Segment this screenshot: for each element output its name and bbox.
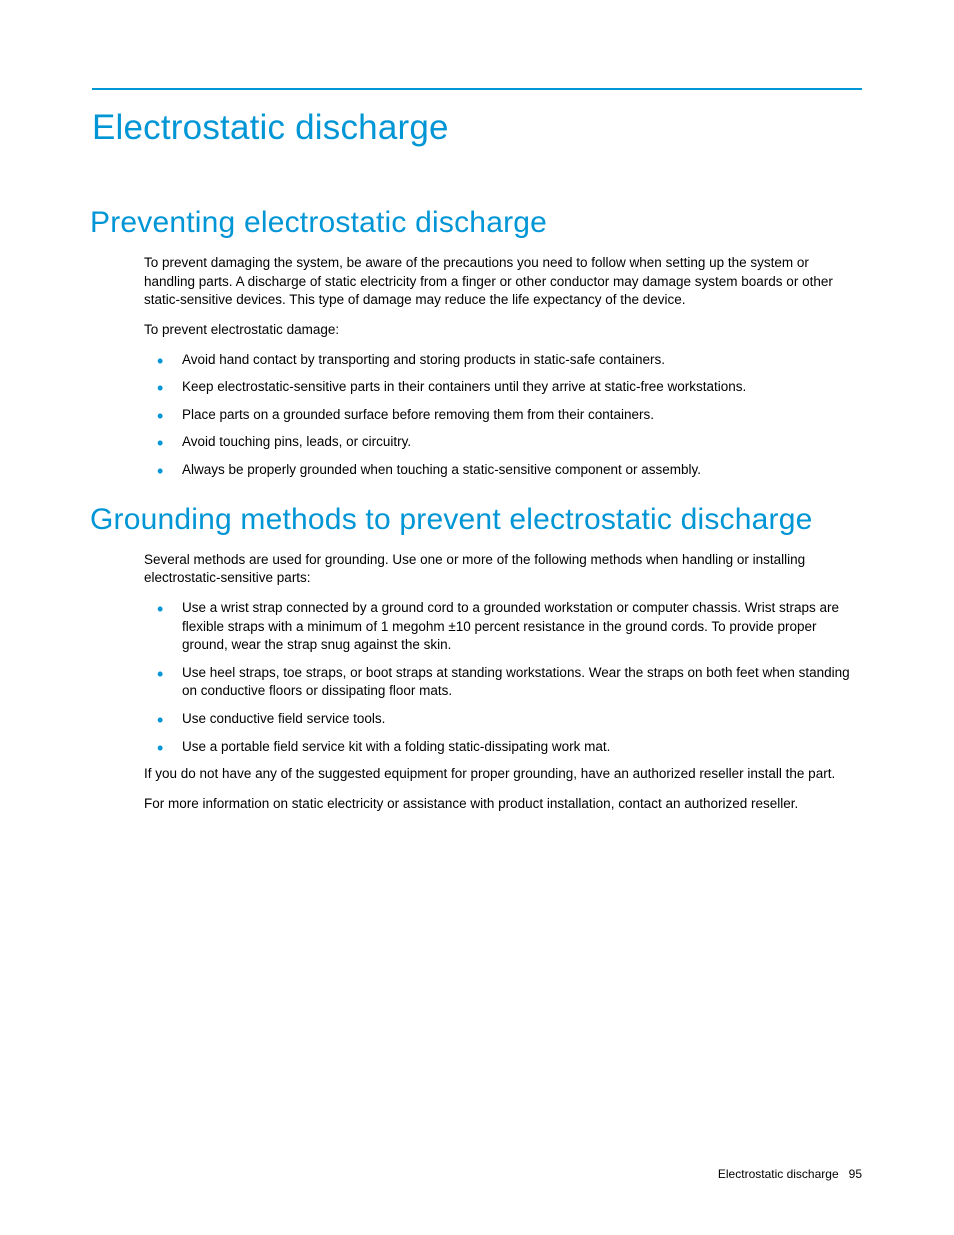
bullet-list: Avoid hand contact by transporting and s… bbox=[144, 351, 862, 480]
section-body: Several methods are used for grounding. … bbox=[144, 551, 862, 814]
paragraph: If you do not have any of the suggested … bbox=[144, 765, 862, 784]
section-heading: Preventing electrostatic discharge bbox=[90, 206, 862, 240]
list-item: Use a portable field service kit with a … bbox=[144, 738, 862, 757]
paragraph: To prevent damaging the system, be aware… bbox=[144, 254, 862, 310]
list-item: Use a wrist strap connected by a ground … bbox=[144, 599, 862, 655]
footer-section-label: Electrostatic discharge bbox=[718, 1167, 839, 1181]
list-item: Place parts on a grounded surface before… bbox=[144, 406, 862, 425]
section-body: To prevent damaging the system, be aware… bbox=[144, 254, 862, 480]
footer-page-number: 95 bbox=[849, 1167, 862, 1181]
list-item: Use conductive field service tools. bbox=[144, 710, 862, 729]
page-footer: Electrostatic discharge 95 bbox=[718, 1167, 862, 1181]
paragraph: Several methods are used for grounding. … bbox=[144, 551, 862, 588]
top-horizontal-rule bbox=[92, 88, 862, 90]
list-item: Use heel straps, toe straps, or boot str… bbox=[144, 664, 862, 701]
list-item: Keep electrostatic-sensitive parts in th… bbox=[144, 378, 862, 397]
bullet-list: Use a wrist strap connected by a ground … bbox=[144, 599, 862, 756]
page-title: Electrostatic discharge bbox=[92, 108, 862, 148]
list-item: Always be properly grounded when touchin… bbox=[144, 461, 862, 480]
page-content: Electrostatic discharge Preventing elect… bbox=[0, 0, 954, 814]
list-item: Avoid touching pins, leads, or circuitry… bbox=[144, 433, 862, 452]
paragraph: For more information on static electrici… bbox=[144, 795, 862, 814]
list-item: Avoid hand contact by transporting and s… bbox=[144, 351, 862, 370]
paragraph: To prevent electrostatic damage: bbox=[144, 321, 862, 340]
section-heading: Grounding methods to prevent electrostat… bbox=[90, 503, 862, 537]
